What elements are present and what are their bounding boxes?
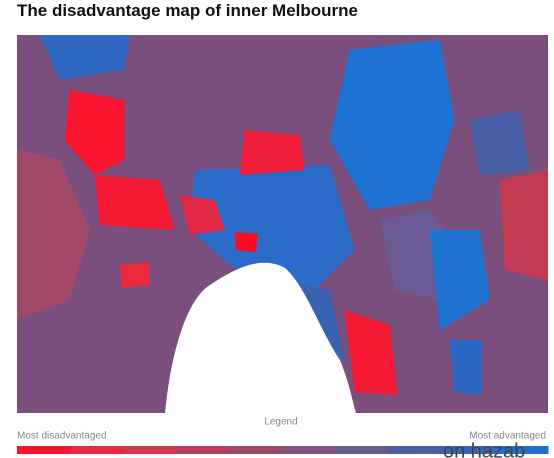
- legend-swatch: [441, 446, 496, 454]
- legend-title: Legend: [264, 417, 297, 428]
- legend-swatch: [388, 446, 443, 454]
- legend-swatch: [335, 446, 390, 454]
- legend-swatch: [176, 446, 230, 454]
- title: The disadvantage map of inner Melbourne: [17, 1, 358, 20]
- legend-swatch: [229, 446, 283, 454]
- legend-swatch: [17, 446, 71, 454]
- legend-bar: [17, 446, 549, 454]
- legend-high: Most advantaged: [469, 431, 546, 442]
- legend-swatch: [70, 446, 124, 454]
- legend-swatch: [282, 446, 337, 454]
- legend-low: Most disadvantaged: [17, 431, 107, 442]
- legend-swatch: [494, 446, 549, 454]
- legend-swatch: [123, 446, 177, 454]
- watermark: on hazab: [443, 440, 525, 458]
- map: [17, 35, 548, 413]
